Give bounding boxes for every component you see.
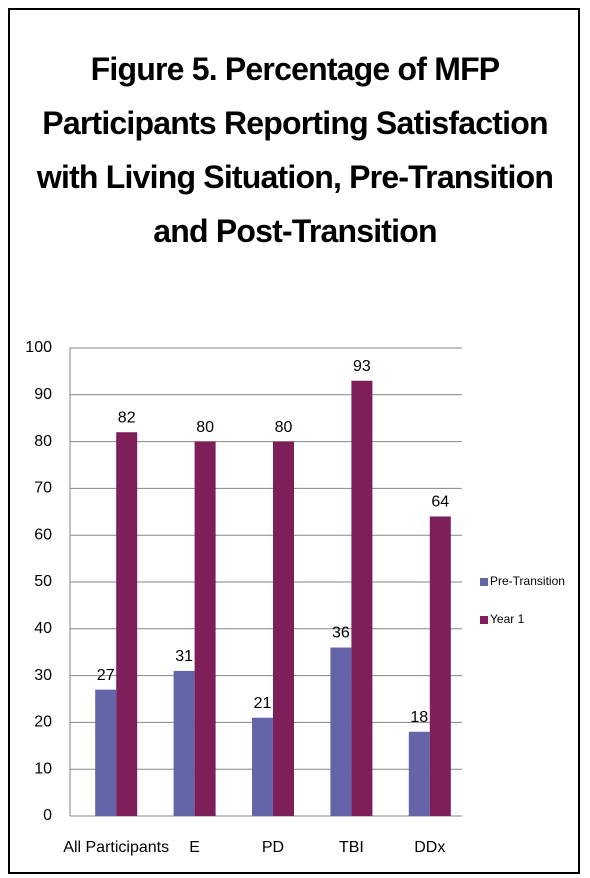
chart-title: Figure 5. Percentage of MFP Participants… (36, 51, 554, 249)
y-tick-label: 100 (25, 339, 52, 356)
bar (273, 441, 294, 816)
y-tick-label: 0 (43, 807, 52, 824)
frame (8, 8, 580, 874)
x-tick-label: PD (262, 839, 284, 856)
y-tick-label: 40 (34, 620, 52, 637)
bar (116, 432, 138, 816)
data-label: 80 (196, 419, 214, 436)
y-tick-label: 70 (34, 480, 52, 497)
y-tick-label: 10 (34, 760, 52, 777)
bar (173, 670, 195, 816)
data-label: 36 (332, 625, 350, 642)
bar (351, 380, 373, 816)
bar (194, 441, 216, 816)
bar (408, 731, 430, 816)
data-label: 80 (275, 419, 293, 436)
data-label: 31 (175, 648, 193, 665)
y-tick-label: 90 (34, 386, 52, 403)
bar (330, 647, 352, 816)
x-tick-label: DDx (414, 839, 445, 856)
data-label: 93 (353, 358, 371, 375)
legend-label: Year 1 (490, 612, 525, 626)
data-label: 64 (431, 494, 449, 511)
data-label: 27 (97, 667, 115, 684)
legend-swatch (480, 578, 488, 586)
bar (95, 689, 117, 816)
bar (429, 516, 451, 816)
x-tick-label: E (189, 839, 200, 856)
y-tick-label: 60 (34, 526, 52, 543)
y-tick-label: 80 (34, 433, 52, 450)
x-tick-label: All Participants (63, 839, 169, 856)
y-tick-label: 30 (34, 667, 52, 684)
data-label: 21 (254, 695, 272, 712)
legend-label: Pre-Transition (490, 574, 565, 588)
bar (252, 717, 273, 816)
y-tick-label: 20 (34, 714, 52, 731)
y-tick-label: 50 (34, 573, 52, 590)
data-label: 18 (410, 709, 428, 726)
legend-swatch (480, 616, 488, 624)
x-tick-label: TBI (339, 839, 364, 856)
data-label: 82 (118, 409, 136, 426)
